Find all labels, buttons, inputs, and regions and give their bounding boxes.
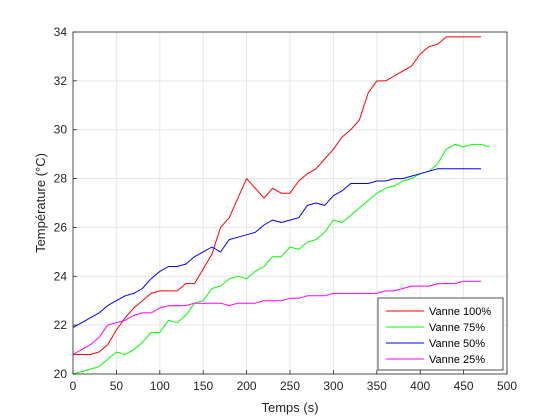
y-tick-label: 24 — [54, 269, 68, 283]
x-tick-label: 450 — [454, 379, 474, 393]
legend-label: Vanne 100% — [429, 306, 491, 318]
series-line-1 — [73, 36, 481, 355]
x-tick-label: 100 — [150, 379, 170, 393]
series-line-4 — [72, 280, 481, 355]
legend-label: Vanne 50% — [429, 338, 485, 350]
x-axis-title: Temps (s) — [261, 400, 318, 415]
legend: Vanne 100% Vanne 75% Vanne 50% Vanne 25% — [377, 297, 504, 371]
y-axis-title: Température (°C) — [33, 153, 48, 253]
x-tick-label: 0 — [70, 379, 77, 393]
y-tick-label: 34 — [54, 25, 68, 39]
y-tick-label: 22 — [54, 318, 68, 332]
x-tick-label: 250 — [280, 379, 300, 393]
x-tick-label: 400 — [410, 379, 430, 393]
legend-label: Vanne 25% — [429, 354, 485, 366]
y-tick-label: 28 — [54, 172, 68, 186]
series-lines — [72, 36, 490, 375]
x-tick-label: 150 — [193, 379, 213, 393]
x-axis: 0 50 100 150 200 250 300 350 400 450 500 — [70, 370, 517, 393]
y-tick-label: 26 — [54, 220, 68, 234]
x-tick-label: 300 — [323, 379, 343, 393]
x-tick-label: 200 — [237, 379, 257, 393]
y-axis: 20 22 24 26 28 30 32 34 — [54, 25, 77, 381]
y-tick-label: 20 — [54, 367, 68, 381]
x-tick-label: 350 — [367, 379, 387, 393]
series-line-3 — [72, 168, 481, 329]
legend-box — [377, 297, 504, 371]
y-tick-label: 32 — [54, 74, 68, 88]
y-tick-label: 30 — [54, 123, 68, 137]
x-tick-label: 500 — [497, 379, 517, 393]
legend-label: Vanne 75% — [429, 322, 485, 334]
x-tick-label: 50 — [110, 379, 124, 393]
